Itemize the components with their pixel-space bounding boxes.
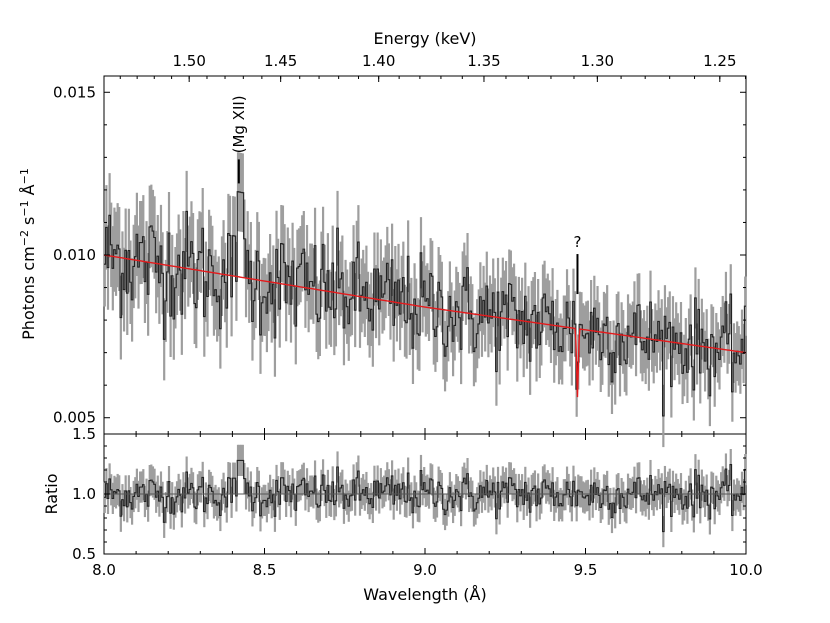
ratio-axis-title: Ratio bbox=[42, 473, 61, 514]
spectrum-data-line bbox=[104, 191, 746, 417]
y-axis-exp-3: −1 bbox=[18, 168, 31, 184]
mg-xii-label: (Mg XII) bbox=[230, 95, 248, 153]
energy-tick-label: 1.50 bbox=[172, 52, 205, 70]
energy-tick-label: 1.35 bbox=[467, 52, 500, 70]
energy-tick-label: 1.30 bbox=[581, 52, 614, 70]
y-tick-label: 0.010 bbox=[53, 246, 96, 264]
x-tick-label: 8.0 bbox=[92, 561, 116, 579]
ratio-y-tick-label: 1.0 bbox=[72, 485, 96, 503]
top-data-layer bbox=[103, 152, 747, 448]
y-axis-title: Photons cm−2 s−1 Å−1 bbox=[18, 168, 38, 340]
y-axis-title-main: Photons cm bbox=[19, 246, 38, 340]
axis-tick-labels: 8.0 8.5 9.0 9.5 10.0 1.50 1.45 1.40 1.35 1.30 1.25… bbox=[53, 52, 763, 579]
y-axis-exp-1: −2 bbox=[18, 230, 31, 246]
x-tick-label: 9.5 bbox=[574, 561, 598, 579]
y-axis-exp-2: −1 bbox=[18, 200, 31, 216]
y-axis-unit-s: s bbox=[19, 217, 38, 230]
x-tick-label: 8.5 bbox=[253, 561, 277, 579]
ratio-y-tick-label: 0.5 bbox=[72, 545, 96, 563]
model-line bbox=[103, 254, 747, 398]
y-tick-label: 0.015 bbox=[53, 83, 96, 101]
x-tick-label: 10.0 bbox=[729, 561, 762, 579]
unknown-line-label: ? bbox=[573, 233, 581, 251]
x-tick-label: 9.0 bbox=[413, 561, 437, 579]
energy-tick-label: 1.45 bbox=[264, 52, 297, 70]
y-axis-unit-a: Å bbox=[19, 184, 38, 200]
x-axis-title: Wavelength (Å) bbox=[363, 585, 486, 604]
top-axis-title: Energy (keV) bbox=[373, 29, 476, 48]
bottom-data-layer bbox=[103, 444, 747, 548]
energy-tick-label: 1.40 bbox=[362, 52, 395, 70]
y-tick-label: 0.005 bbox=[53, 409, 96, 427]
axis-ticks bbox=[103, 76, 747, 555]
ratio-data-line bbox=[104, 459, 746, 533]
top-model-layer bbox=[103, 254, 747, 398]
energy-tick-label: 1.25 bbox=[703, 52, 736, 70]
ratio-y-tick-label: 1.5 bbox=[72, 425, 96, 443]
